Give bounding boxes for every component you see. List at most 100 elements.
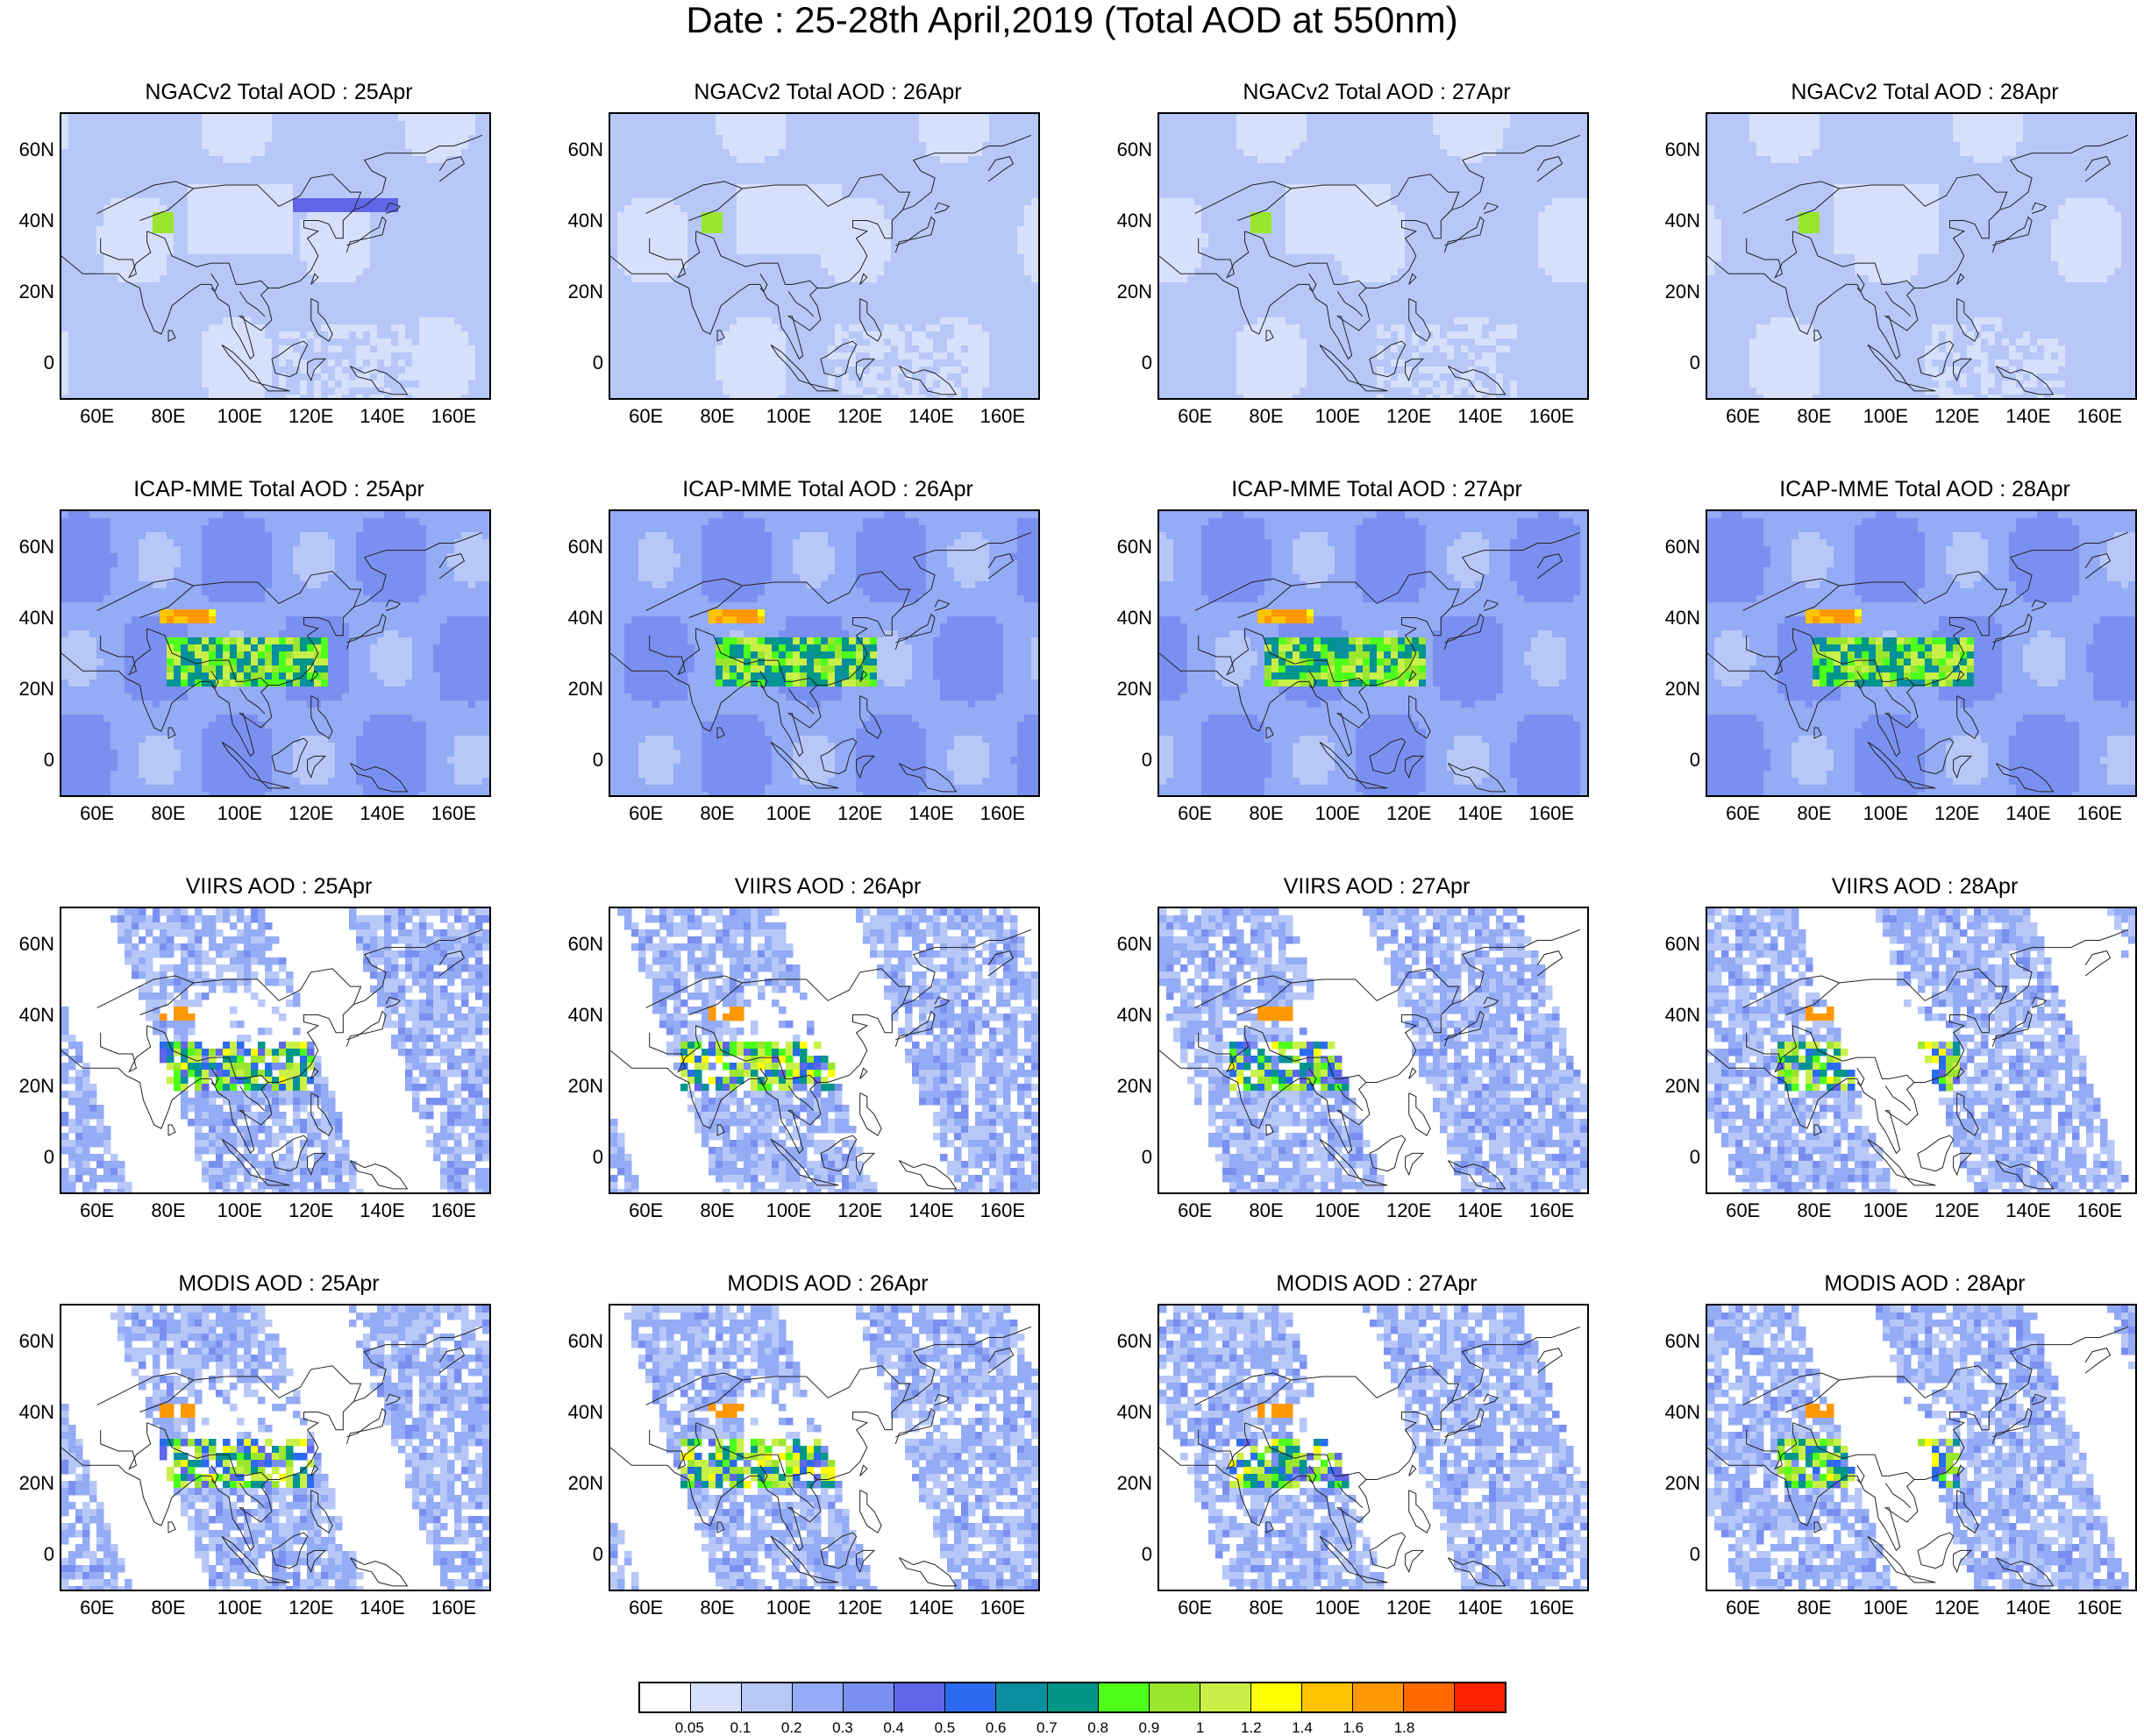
lon-tick-label: 160E — [418, 1598, 488, 1618]
map-panel: ICAP-MME Total AOD : 28Apr 60N 40N 20N 0 60E 8… — [1655, 476, 2144, 862]
lon-tick-label: 80E — [133, 407, 203, 426]
map-panel: MODIS AOD : 28Apr 60N 40N 20N 0 60E 80E 100E 120… — [1655, 1270, 2144, 1656]
lon-tick-label: 120E — [1922, 1201, 1992, 1220]
colorbar-cell — [691, 1683, 743, 1711]
lon-tick-label: 140E — [896, 1201, 966, 1220]
lon-tick-label: 80E — [682, 804, 752, 823]
lon-tick-label: 160E — [2064, 1598, 2134, 1618]
coastlines — [610, 928, 1032, 1190]
lon-tick-label: 80E — [1779, 407, 1849, 426]
lon-tick-label: 80E — [1779, 1201, 1849, 1220]
lon-tick-label: 60E — [1708, 1201, 1778, 1220]
lon-tick-label: 160E — [418, 407, 488, 426]
lat-tick-label: 20N — [1655, 679, 1700, 699]
lat-tick-label: 40N — [9, 1402, 54, 1422]
lon-tick-label: 140E — [1445, 407, 1515, 426]
aod-field — [1159, 511, 1587, 795]
lon-tick-label: 120E — [1922, 1598, 1992, 1618]
aod-map — [60, 907, 491, 1194]
aod-field — [610, 908, 1038, 1192]
panel-title: VIIRS AOD : 27Apr — [1157, 873, 1596, 900]
lon-tick-label: 60E — [611, 804, 681, 823]
lon-tick-label: 60E — [62, 804, 132, 823]
lat-tick-label: 60N — [1107, 537, 1152, 557]
lon-tick-label: 120E — [1374, 804, 1444, 823]
lat-tick-label: 60N — [558, 139, 603, 160]
colorbar-cell — [1301, 1683, 1353, 1711]
lon-tick-label: 140E — [896, 407, 966, 426]
coastlines — [1159, 531, 1581, 793]
colorbar-cell — [742, 1683, 794, 1711]
lat-tick-label: 40N — [558, 608, 603, 628]
lat-tick-label: 60N — [1107, 1331, 1152, 1351]
lat-tick-label: 20N — [9, 1076, 54, 1096]
lat-tick-label: 20N — [1107, 679, 1152, 699]
lon-tick-label: 160E — [1516, 804, 1586, 823]
colorbar-label: 1 — [1174, 1720, 1227, 1735]
lat-tick-label: 40N — [1107, 210, 1152, 231]
lon-tick-label: 100E — [753, 1598, 823, 1618]
lon-tick-label: 120E — [825, 407, 895, 426]
aod-field — [1707, 908, 2135, 1192]
lat-tick-label: 20N — [9, 281, 54, 302]
lat-tick-label: 40N — [1107, 1005, 1152, 1025]
lon-tick-label: 60E — [1708, 407, 1778, 426]
lon-tick-label: 60E — [1160, 407, 1230, 426]
lon-tick-label: 140E — [1993, 804, 2063, 823]
lat-tick-label: 0 — [1655, 1147, 1700, 1167]
colorbar-cell — [1149, 1683, 1200, 1711]
lat-tick-label: 20N — [558, 1473, 603, 1493]
map-panel: VIIRS AOD : 27Apr 60N 40N 20N 0 60E 80E 100E 120… — [1107, 873, 1615, 1259]
lat-tick-label: 60N — [1107, 934, 1152, 954]
panel-title: MODIS AOD : 28Apr — [1706, 1270, 2144, 1297]
lon-tick-label: 140E — [896, 804, 966, 823]
lat-tick-label: 0 — [558, 352, 603, 373]
lat-tick-label: 0 — [1655, 750, 1700, 770]
lon-tick-label: 60E — [62, 407, 132, 426]
lon-tick-label: 120E — [825, 1201, 895, 1220]
lon-tick-label: 80E — [1779, 1598, 1849, 1618]
lon-tick-label: 80E — [682, 1201, 752, 1220]
aod-field — [610, 114, 1038, 398]
colorbar-label: 0.7 — [1021, 1720, 1073, 1735]
lat-tick-label: 60N — [9, 934, 54, 954]
lon-tick-label: 60E — [1160, 804, 1230, 823]
panel-title: NGACv2 Total AOD : 26Apr — [609, 79, 1047, 105]
lat-tick-label: 60N — [1107, 139, 1152, 160]
aod-field — [1707, 1306, 2135, 1590]
coastlines — [1707, 134, 2129, 395]
lat-tick-label: 0 — [1107, 1147, 1152, 1167]
lat-tick-label: 40N — [1107, 1402, 1152, 1422]
lat-tick-label: 20N — [558, 679, 603, 699]
lon-tick-label: 100E — [1302, 804, 1372, 823]
aod-field — [1159, 908, 1587, 1192]
map-panel: ICAP-MME Total AOD : 26Apr 60N 40N 20N 0 60E 8… — [558, 476, 1066, 862]
coastlines — [610, 531, 1032, 793]
lat-tick-label: 40N — [9, 1005, 54, 1025]
lon-tick-label: 120E — [276, 1598, 346, 1618]
colorbar-label: 0.6 — [970, 1720, 1022, 1735]
lat-tick-label: 60N — [1655, 537, 1700, 557]
aod-map — [1157, 907, 1589, 1194]
panel-title: MODIS AOD : 26Apr — [609, 1270, 1047, 1297]
map-panel: ICAP-MME Total AOD : 25Apr 60N 40N 20N 0 60E 8… — [9, 476, 517, 862]
lat-tick-label: 60N — [558, 537, 603, 557]
colorbar-label: 0.5 — [918, 1720, 971, 1735]
lon-tick-label: 120E — [276, 407, 346, 426]
lon-tick-label: 140E — [1993, 407, 2063, 426]
lon-tick-label: 120E — [1374, 407, 1444, 426]
aod-map — [60, 509, 491, 797]
colorbar-cell — [1098, 1683, 1150, 1711]
panel-title: ICAP-MME Total AOD : 26Apr — [609, 476, 1047, 502]
colorbar-label: 1.8 — [1378, 1720, 1431, 1735]
lat-tick-label: 60N — [558, 1331, 603, 1351]
lon-tick-label: 160E — [1516, 1201, 1586, 1220]
lat-tick-label: 60N — [9, 1331, 54, 1351]
lon-tick-label: 120E — [1922, 407, 1992, 426]
lat-tick-label: 60N — [558, 934, 603, 954]
lon-tick-label: 120E — [1922, 804, 1992, 823]
lat-tick-label: 0 — [9, 750, 54, 770]
aod-map — [609, 1304, 1040, 1591]
lat-tick-label: 0 — [1655, 1544, 1700, 1564]
colorbar-label: 1.2 — [1225, 1720, 1278, 1735]
